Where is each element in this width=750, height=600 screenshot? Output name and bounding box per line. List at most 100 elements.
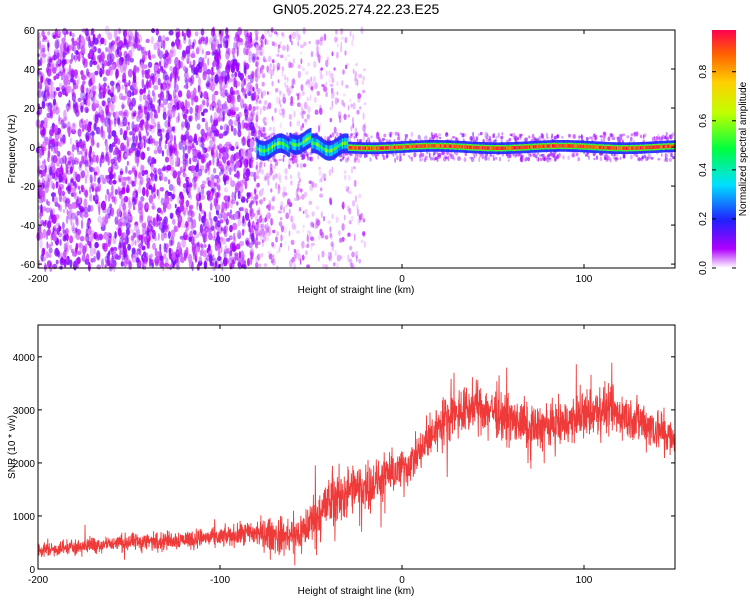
spectrogram-cell	[346, 141, 349, 146]
spectrogram-cell	[284, 81, 287, 88]
spectrogram-cell	[132, 133, 136, 143]
spectrogram-cell	[328, 168, 332, 176]
spectrogram-cell	[369, 157, 372, 162]
spectrogram-cell	[377, 146, 379, 150]
spectrogram-cell	[261, 229, 265, 238]
spectrogram-cell	[346, 62, 349, 67]
spectrogram-cell	[520, 157, 524, 163]
spectrogram-cell	[541, 136, 544, 140]
spectrogram-cell	[290, 239, 295, 246]
spectrogram-cell	[211, 51, 215, 56]
spectrogram-cell	[85, 228, 89, 237]
spectrogram-cell	[116, 41, 122, 47]
spectrogram-cell	[226, 94, 232, 104]
spectrogram-cell	[352, 68, 355, 74]
spectrogram-cell	[269, 146, 271, 151]
spectrogram-cell	[551, 133, 553, 139]
spectrogram-cell	[92, 167, 96, 173]
spectrogram-cell	[78, 197, 82, 204]
spectrogram-cell	[307, 230, 310, 234]
spectrogram-cell	[432, 137, 435, 141]
spectrogram-cell	[510, 133, 513, 137]
spectrogram-cell	[299, 178, 301, 183]
spectrogram-cell	[337, 98, 339, 103]
spectrogram-cell	[120, 56, 125, 63]
spectrogram-cell	[160, 232, 165, 242]
spectrogram-cell	[484, 131, 488, 137]
spectrogram-cell	[93, 232, 96, 240]
spectrogram-cell	[243, 66, 247, 75]
spectrogram-cell	[603, 154, 606, 160]
spectrogram-cell	[126, 42, 129, 50]
spectrogram-cell	[355, 146, 358, 150]
spectrogram-cell	[207, 75, 211, 85]
spectrogram-cell	[221, 263, 224, 272]
spectrogram-cell	[228, 252, 233, 260]
spectrogram-cell	[163, 62, 168, 69]
spectrogram-cell	[284, 240, 287, 246]
spectrogram-cell	[168, 231, 171, 239]
spectrogram-cell	[336, 43, 339, 48]
spectrogram-cell	[339, 255, 343, 260]
spectrogram-cell	[257, 147, 260, 151]
spectrogram-cell	[127, 68, 133, 78]
spectrogram-cell	[588, 145, 591, 149]
spectrogram-cell	[273, 156, 276, 161]
spectrogram-cell	[221, 237, 227, 245]
spectrogram-cell	[666, 136, 669, 142]
spectrogram-cell	[145, 72, 150, 79]
spectrogram-cell	[263, 59, 268, 63]
spectrogram-cell	[115, 135, 119, 143]
spectrogram-cell	[481, 146, 484, 150]
spectrogram-cell	[64, 155, 67, 166]
spectrogram-cell	[399, 157, 403, 161]
spectrogram-cell	[117, 118, 121, 126]
spectrogram-cell	[63, 249, 67, 258]
spectrogram-cell	[281, 32, 284, 36]
spectrogram-cell	[45, 251, 49, 259]
spectrogram-cell	[661, 136, 664, 141]
spectrogram-cell	[112, 246, 118, 252]
spectrogram-cell	[153, 149, 158, 155]
spectrogram-cell	[408, 154, 411, 158]
spectrogram-cell	[474, 145, 476, 150]
spectrogram-cell	[195, 164, 200, 173]
spectrogram-cell	[52, 234, 58, 242]
spectrogram-cell	[140, 196, 145, 202]
spectrogram-cell	[214, 74, 219, 84]
spectrogram-cell	[110, 246, 114, 256]
spectrogram-cell	[261, 188, 265, 192]
spectrogram-cell	[460, 145, 462, 149]
spectrogram-cell	[175, 115, 180, 124]
spectrogram-cell	[47, 243, 51, 249]
spectrogram-cell	[342, 93, 346, 97]
spectrogram-cell	[242, 215, 245, 224]
spectrogram-cell	[105, 104, 109, 115]
spectrogram-cell	[162, 111, 167, 121]
spectrogram-cell	[92, 154, 97, 163]
spectrogram-cell	[218, 163, 224, 170]
spectrogram-cell	[475, 145, 478, 150]
spectrogram-cell	[210, 27, 215, 37]
spectrogram-cell	[309, 183, 314, 192]
spectrogram-cell	[312, 141, 315, 145]
spectrogram-cell	[125, 227, 130, 236]
spectrogram-cell	[83, 98, 87, 105]
spectrogram-cell	[237, 27, 243, 36]
spectrogram-cell	[362, 112, 365, 120]
spectrogram-cell	[406, 134, 408, 139]
spectrogram-cell	[141, 254, 144, 262]
spectrogram-cell	[620, 134, 623, 138]
spectrogram-cell	[201, 142, 205, 150]
spectrogram-cell	[46, 229, 51, 236]
spectrogram-cell	[154, 236, 157, 242]
spectrogram-cell	[353, 146, 355, 150]
spectrogram-cell	[360, 212, 363, 220]
spectrogram-cell	[595, 155, 599, 160]
spectrogram-cell	[66, 150, 71, 156]
spectrogram-cell	[55, 214, 60, 220]
spectrogram-cell	[256, 31, 259, 35]
spectrogram-cell	[194, 95, 199, 103]
spectrogram-cell	[301, 91, 305, 96]
